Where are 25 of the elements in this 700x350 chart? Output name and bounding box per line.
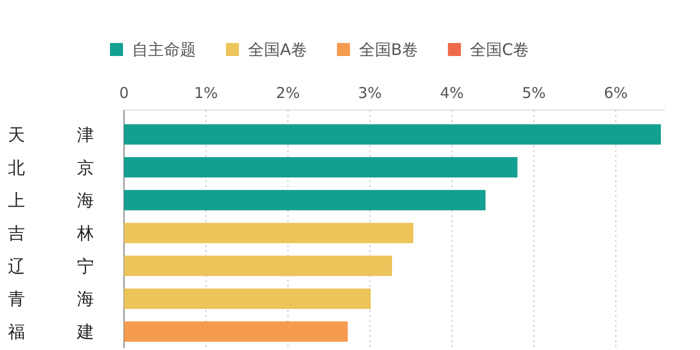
x-tick-label: 6% [604,84,628,102]
x-tick-label: 3% [358,84,382,102]
legend-label: 全国A卷 [248,40,307,59]
legend-label: 全国C卷 [470,40,530,59]
bar [124,321,348,342]
x-tick-label: 5% [522,84,546,102]
bar [124,157,518,178]
y-tick-label: 福建 [8,322,94,343]
x-tick-label: 4% [440,84,464,102]
x-tick-label: 2% [276,84,300,102]
y-tick-label: 上海 [8,191,94,212]
bar [124,256,392,276]
y-tick-label: 吉林 [8,224,94,244]
bar [124,190,486,210]
bar [124,222,414,244]
y-tick-label: 天津 [8,125,94,146]
legend-label: 全国B卷 [358,40,418,59]
legend-label: 自主命题 [132,40,196,59]
x-tick-label: 0 [119,84,129,102]
y-tick-label: 辽宁 [8,256,94,277]
y-tick-label: 北京 [8,158,94,178]
y-tick-label: 青海 [8,290,94,310]
bar [124,288,371,309]
x-tick-label: 1% [194,84,218,102]
bar [124,124,661,145]
